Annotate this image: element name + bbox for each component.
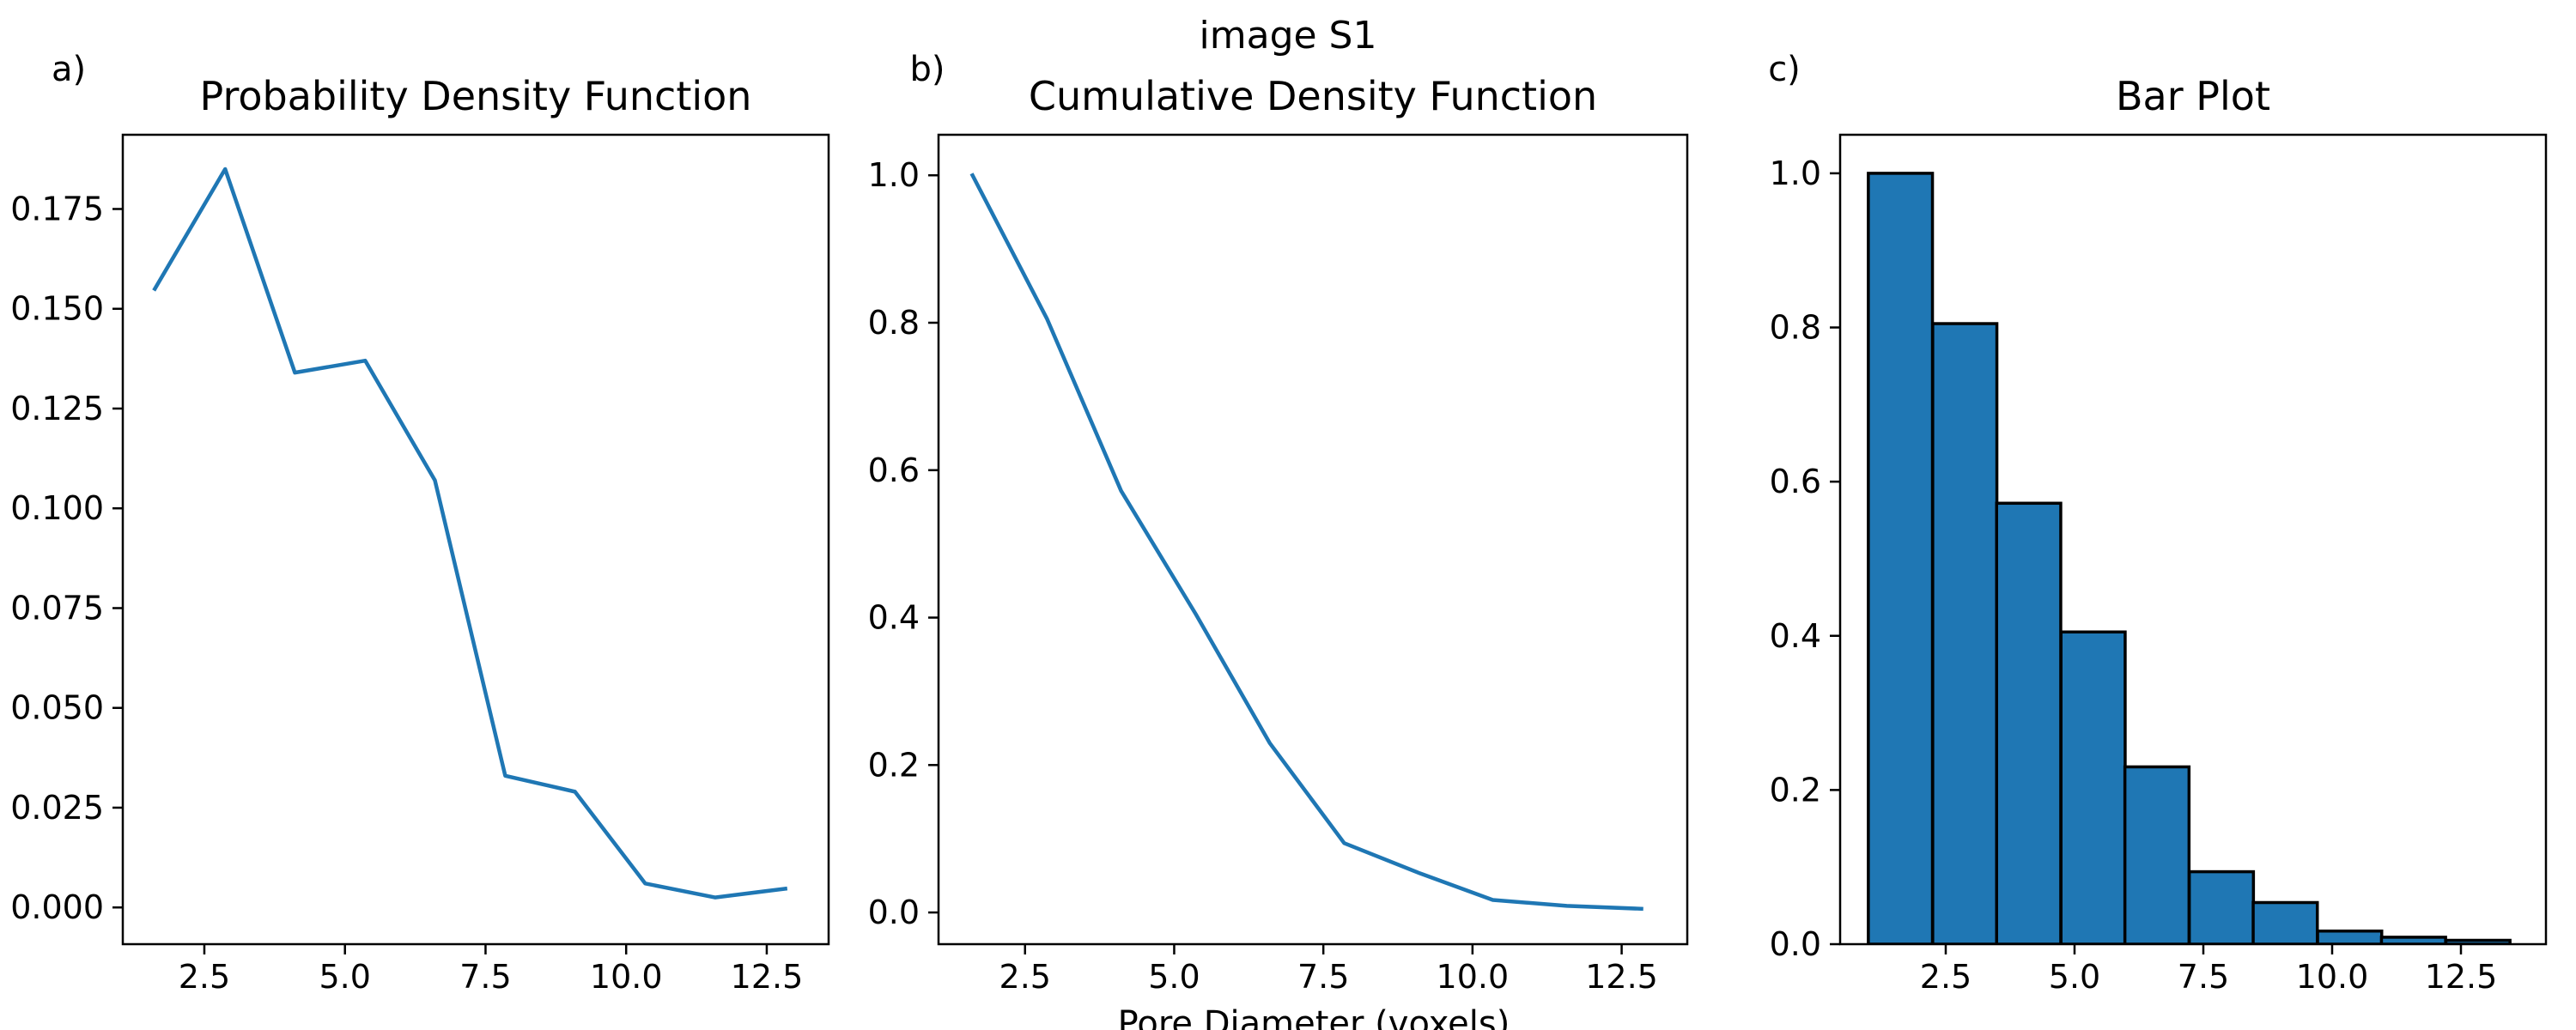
panel-3-xtick-label-5: 12.5 bbox=[2425, 958, 2498, 996]
panel-3-ytick-label-1: 0.0 bbox=[1770, 925, 1821, 963]
panel-3-plot-area bbox=[1867, 172, 2512, 944]
panel-1-xtick-label-4: 10.0 bbox=[590, 958, 663, 996]
panel-1-ytick-label-2: 0.025 bbox=[10, 789, 104, 827]
panel-3-ytick-label-4: 0.6 bbox=[1770, 463, 1821, 500]
panel-3-xtick-label-3: 7.5 bbox=[2178, 958, 2229, 996]
panels: a) Probability Density Function 2.5 5.0 7.5 1… bbox=[10, 50, 2548, 996]
panel-2-ytick-label-4: 0.6 bbox=[868, 451, 920, 489]
panel-1-series-line-1 bbox=[152, 167, 788, 900]
panel-2-axes-frame bbox=[937, 133, 1689, 946]
panel-1: a) Probability Density Function 2.5 5.0 7.5 1… bbox=[10, 50, 830, 996]
panel-1-xtick-label-3: 7.5 bbox=[459, 958, 511, 996]
panel-3-bar-1 bbox=[1867, 172, 1935, 944]
panel-1-ytick-label-7: 0.150 bbox=[10, 290, 104, 328]
panel-2-ytick-label-3: 0.4 bbox=[868, 599, 920, 637]
panel-2: b) Cumulative Density Function 2.5 5.0 7.5 10… bbox=[868, 50, 1689, 996]
panel-3-axes-frame bbox=[1838, 133, 2548, 946]
panel-3-bar-3 bbox=[1995, 501, 2063, 944]
panel-2-xtick-label-2: 5.0 bbox=[1148, 958, 1200, 996]
panel-2-series-line-1 bbox=[969, 173, 1643, 912]
panel-1-axes-frame bbox=[121, 133, 830, 946]
panel-3-xtick-label-2: 5.0 bbox=[2049, 958, 2100, 996]
panel-2-xtick-label-4: 10.0 bbox=[1437, 958, 1510, 996]
panel-3: c) Bar Plot 2.5 5.0 7.5 10.0 12.5 0.0 0.2 0.4 0.6 0… bbox=[1768, 50, 2548, 996]
panel-2-ytick-label-6: 1.0 bbox=[868, 156, 920, 194]
panel-1-ytick-label-3: 0.050 bbox=[10, 689, 104, 727]
panel-2-xtick-label-5: 12.5 bbox=[1585, 958, 1658, 996]
panel-2-ytick-label-5: 0.8 bbox=[868, 304, 920, 342]
panel-2-ytick-label-1: 0.0 bbox=[868, 894, 920, 931]
panel-1-xtick-label-2: 5.0 bbox=[319, 958, 370, 996]
panel-2-label: b) bbox=[910, 50, 945, 89]
panel-1-plot-area bbox=[152, 167, 788, 900]
panel-2-plot-area bbox=[969, 173, 1643, 912]
panel-1-title: Probability Density Function bbox=[200, 73, 752, 119]
panel-3-ytick-label-5: 0.8 bbox=[1770, 309, 1821, 347]
panel-3-title: Bar Plot bbox=[2116, 73, 2270, 119]
panel-1-label: a) bbox=[52, 50, 86, 89]
panel-3-bar-2 bbox=[1931, 322, 1999, 944]
panel-3-bar-6 bbox=[2187, 869, 2256, 944]
panel-3-xtick-label-4: 10.0 bbox=[2296, 958, 2369, 996]
panel-3-bar-8 bbox=[2316, 929, 2384, 944]
panel-3-label: c) bbox=[1768, 50, 1801, 89]
panel-1-ytick-label-8: 0.175 bbox=[10, 190, 104, 227]
panel-3-bar-4 bbox=[2059, 630, 2127, 944]
panel-1-ytick-label-6: 0.125 bbox=[10, 390, 104, 427]
panel-1-ytick-label-4: 0.075 bbox=[10, 589, 104, 627]
panel-3-ytick-label-3: 0.4 bbox=[1770, 617, 1821, 655]
figure-suptitle: image S1 bbox=[1200, 14, 1377, 58]
panel-1-ytick-label-5: 0.100 bbox=[10, 489, 104, 527]
panel-1-ytick-label-1: 0.000 bbox=[10, 888, 104, 926]
panel-3-bar-5 bbox=[2123, 765, 2191, 944]
panel-3-ytick-label-6: 1.0 bbox=[1770, 154, 1821, 192]
figure-supxlabel: Pore Diameter (voxels) bbox=[1118, 1004, 1510, 1030]
panel-2-ytick-label-2: 0.2 bbox=[868, 746, 920, 784]
panel-2-title: Cumulative Density Function bbox=[1029, 73, 1597, 119]
panel-2-xtick-label-3: 7.5 bbox=[1297, 958, 1349, 996]
panel-1-xtick-label-1: 2.5 bbox=[179, 958, 230, 996]
panel-1-xtick-label-5: 12.5 bbox=[731, 958, 804, 996]
panel-3-ytick-label-2: 0.2 bbox=[1770, 771, 1821, 809]
panel-2-xtick-label-1: 2.5 bbox=[999, 958, 1051, 996]
panel-3-xtick-label-1: 2.5 bbox=[1920, 958, 1971, 996]
panel-3-bar-7 bbox=[2251, 900, 2319, 944]
